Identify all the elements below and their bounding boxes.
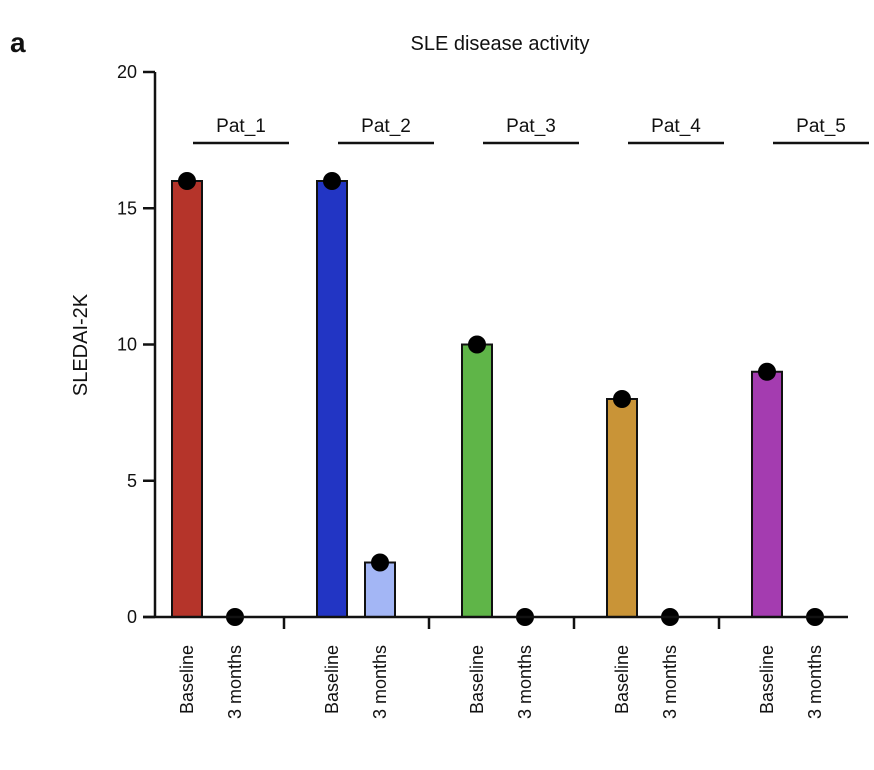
y-tick-label: 15 (117, 198, 137, 218)
x-tick-label: 3 months (660, 645, 680, 719)
y-tick-label: 10 (117, 335, 137, 355)
y-tick-label: 0 (127, 607, 137, 627)
chart-plot-area: 0 5 10 15 20 Baseline 3 months Pat_1 Baseline 3 m… (117, 62, 869, 719)
x-tick-label: Baseline (177, 645, 197, 714)
bar (606, 398, 638, 618)
group-label: Pat_3 (506, 116, 556, 137)
bar (316, 180, 348, 618)
group-label: Pat_2 (361, 116, 411, 137)
y-tick-label: 5 (127, 471, 137, 491)
x-tick-label: Baseline (612, 645, 632, 714)
x-tick-label: Baseline (757, 645, 777, 714)
y-axis-label: SLEDAI-2K (70, 293, 92, 396)
group-label: Pat_4 (651, 116, 701, 137)
bar (751, 370, 783, 618)
y-tick-label: 20 (117, 62, 137, 82)
data-point (371, 553, 389, 572)
data-point (613, 390, 631, 408)
bar (171, 180, 203, 618)
bar (461, 343, 493, 618)
group-label: Pat_1 (216, 116, 266, 137)
x-tick-label: Baseline (322, 645, 342, 714)
x-tick-label: 3 months (805, 645, 825, 719)
data-point (468, 335, 486, 354)
x-tick-label: 3 months (370, 645, 390, 719)
group-label: Pat_5 (796, 116, 846, 137)
data-point (758, 362, 776, 381)
data-point (323, 172, 341, 190)
panel-label: a (10, 27, 26, 58)
x-tick-label: Baseline (467, 645, 487, 714)
chart-title: SLE disease activity (411, 33, 590, 55)
x-tick-label: 3 months (515, 645, 535, 719)
data-point (178, 172, 196, 190)
x-tick-label: 3 months (225, 645, 245, 719)
